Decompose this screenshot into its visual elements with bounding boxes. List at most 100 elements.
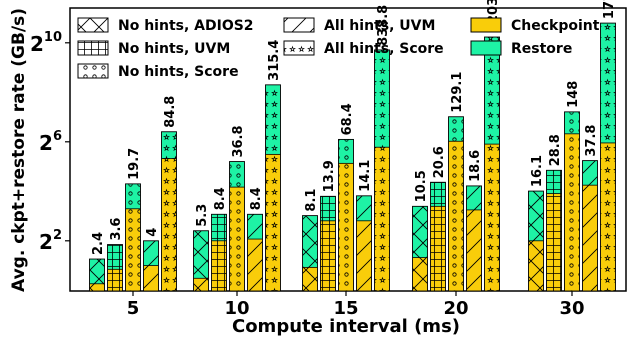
bar-restore-pattern xyxy=(528,191,544,241)
bar-outline xyxy=(582,160,598,292)
y-tick-label: 22 xyxy=(39,228,62,254)
bar-outline xyxy=(302,215,318,292)
bar-outline xyxy=(600,22,616,292)
bar-restore-pattern xyxy=(193,230,209,279)
bars-layer xyxy=(89,22,616,292)
bar-total-label: 4 xyxy=(145,228,160,237)
bar-total-label: 10.5 xyxy=(414,170,429,202)
bar-outline xyxy=(193,230,209,292)
x-axis-ticks: 5 10 15 20 30 xyxy=(127,291,585,319)
bar-checkpoint-pattern xyxy=(229,187,245,291)
bar-total-label: 838.8 xyxy=(376,5,391,46)
bar-restore-pattern xyxy=(247,214,263,240)
bar-outline xyxy=(374,49,390,292)
bar-total-label: 3.6 xyxy=(109,218,124,241)
bar-total-label: 2.4 xyxy=(91,232,106,255)
x-tick-label: 10 xyxy=(224,298,249,319)
bar-checkpoint-pattern xyxy=(107,269,123,291)
bar-checkpoint-pattern xyxy=(412,257,428,291)
bar-restore-pattern xyxy=(320,196,336,221)
y-axis-label: Avg. ckpt+restore rate (GB/s) xyxy=(9,8,29,292)
bar-total-label: 16.1 xyxy=(530,155,545,187)
bar-outline xyxy=(107,244,123,292)
bar-checkpoint-pattern xyxy=(484,144,500,291)
bar-total-label: 8.4 xyxy=(213,187,228,210)
bar-total-label: 8.1 xyxy=(304,189,319,212)
bar-total-label: 37.8 xyxy=(584,125,599,157)
bar-total-label: 18.6 xyxy=(468,150,483,182)
legend-swatch-pattern xyxy=(78,18,108,32)
bar-checkpoint-pattern xyxy=(448,141,464,291)
bar-checkpoint-pattern xyxy=(125,208,141,291)
x-axis-label: Compute interval (ms) xyxy=(232,316,460,337)
bar-checkpoint-pattern xyxy=(247,239,263,291)
legend-swatch-pattern xyxy=(284,18,314,32)
bar-outline xyxy=(484,36,500,292)
legend-swatch-border xyxy=(77,17,109,33)
legend-swatch-pattern xyxy=(78,41,108,55)
legend-swatch-border xyxy=(283,40,315,56)
bar-total-label: 68.4 xyxy=(340,103,355,135)
bar-restore-pattern xyxy=(211,214,227,241)
bar-outline xyxy=(412,205,428,292)
bar-restore-pattern xyxy=(265,84,281,155)
bar-total-label: 14.1 xyxy=(358,160,373,192)
bar-checkpoint-pattern xyxy=(161,158,177,291)
bar-checkpoint-pattern xyxy=(193,278,209,291)
legend-swatch-pattern xyxy=(284,41,314,55)
legend-swatch-border xyxy=(283,17,315,33)
bar-outline xyxy=(430,181,446,292)
bar-restore-pattern xyxy=(143,240,159,266)
bar-outline xyxy=(320,195,336,292)
bar-restore-pattern xyxy=(546,170,562,194)
bar-outline xyxy=(265,84,281,292)
bar-total-label: 5.3 xyxy=(195,204,210,227)
bar-checkpoint-pattern xyxy=(466,209,482,291)
bar-restore-pattern xyxy=(89,259,105,284)
bar-restore-pattern xyxy=(356,195,372,221)
y-axis-ticks: 2226210214218 xyxy=(30,30,70,254)
bar-outline xyxy=(247,213,263,292)
bar-checkpoint-pattern xyxy=(582,185,598,291)
y-tick-label: 26 xyxy=(39,129,62,155)
bar-total-label: 20.6 xyxy=(432,146,447,178)
bar-restore-pattern xyxy=(412,206,428,258)
legend-swatch-border xyxy=(470,17,502,33)
bar-total-label: 1777.6 xyxy=(602,0,617,19)
bar-restore-pattern xyxy=(107,244,123,270)
bar-total-label: 148 xyxy=(566,81,581,108)
bar-restore-pattern xyxy=(564,111,580,134)
bar-total-label: 129.1 xyxy=(450,72,465,113)
bar-checkpoint-pattern xyxy=(265,154,281,291)
bar-checkpoint-pattern xyxy=(374,147,390,291)
bar-checkpoint-pattern xyxy=(528,240,544,291)
bar-checkpoint-pattern xyxy=(320,220,336,291)
bar-restore-pattern xyxy=(125,183,141,209)
bar-restore-pattern xyxy=(466,185,482,210)
bar-restore-pattern xyxy=(338,139,354,164)
bar-restore-pattern xyxy=(374,49,390,148)
legend-swatch xyxy=(471,18,501,32)
legend-swatch-pattern xyxy=(78,64,108,78)
bar-checkpoint-pattern xyxy=(356,220,372,291)
bar-outline xyxy=(466,185,482,292)
x-tick-label: 20 xyxy=(443,298,468,319)
legend-swatch-border xyxy=(470,40,502,56)
bar-checkpoint-pattern xyxy=(338,163,354,291)
bar-outline xyxy=(211,213,227,292)
x-tick-label: 5 xyxy=(127,298,140,319)
bar-total-label: 28.8 xyxy=(548,134,563,166)
bar-total-label: 315.4 xyxy=(267,40,282,81)
legend-label: No hints, Score xyxy=(118,64,239,80)
bar-outline xyxy=(89,258,105,292)
bar-checkpoint-pattern xyxy=(430,206,446,291)
x-tick-label: 30 xyxy=(559,298,584,319)
bar-total-label: 13.9 xyxy=(322,160,337,192)
legend-label: All hints, UVM xyxy=(324,18,435,34)
bar-checkpoint-pattern xyxy=(546,193,562,291)
bar-total-label: 36.8 xyxy=(231,125,246,157)
bar-total-label: 19.7 xyxy=(127,148,142,180)
bar-restore-pattern xyxy=(448,116,464,142)
legend-label: No hints, ADIOS2 xyxy=(118,18,254,34)
